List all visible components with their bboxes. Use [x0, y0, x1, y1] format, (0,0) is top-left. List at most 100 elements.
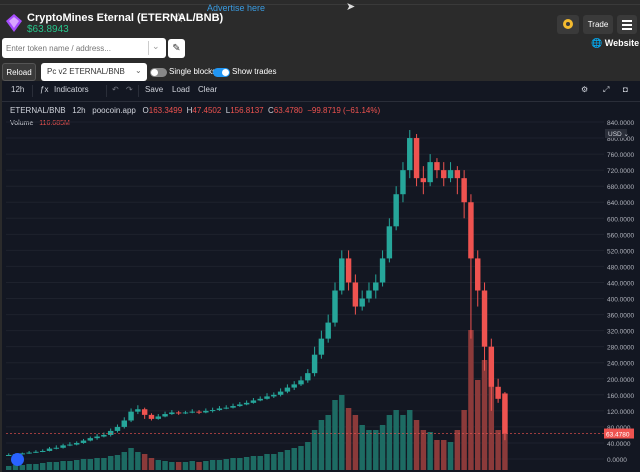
- clear-button[interactable]: Clear: [198, 85, 218, 94]
- candle-body: [114, 426, 121, 431]
- cryptomines-logo-icon: [6, 14, 22, 32]
- volume-bar: [53, 462, 60, 470]
- show-trades-label: Show trades: [232, 67, 277, 76]
- candle-body: [26, 452, 32, 454]
- volume-bar: [148, 458, 155, 470]
- volume-bar: [441, 440, 447, 470]
- volume-bar: [271, 454, 277, 470]
- candle-body: [284, 387, 291, 392]
- volume-bar: [488, 370, 495, 470]
- volume-bar: [420, 430, 427, 470]
- chart-container[interactable]: [2, 81, 640, 472]
- candle-body: [481, 290, 488, 347]
- advertise-link[interactable]: Advertise here: [207, 3, 266, 13]
- candle-body: [298, 380, 304, 385]
- y-tick-label: 240.0000: [607, 361, 634, 368]
- menu-button[interactable]: [617, 15, 637, 34]
- candle-body: [53, 447, 60, 449]
- redo-icon[interactable]: ↷: [126, 85, 133, 94]
- candle-body: [250, 400, 257, 403]
- candle-body: [107, 430, 114, 435]
- trade-button[interactable]: Trade: [583, 15, 613, 34]
- favorite-star-icon[interactable]: ☆: [173, 10, 185, 25]
- volume-bar: [209, 460, 216, 470]
- volume-bar: [73, 460, 80, 470]
- pair-select[interactable]: Pc v2 ETERNAL/BNB ⌄: [41, 63, 147, 81]
- volume-bar: [379, 425, 386, 470]
- candle-body: [393, 194, 399, 227]
- y-tick-label: 760.0000: [607, 152, 634, 159]
- volume-bar: [373, 430, 379, 470]
- candle-body: [87, 438, 94, 441]
- candle-body: [332, 290, 338, 323]
- chevron-down-icon[interactable]: ⌄: [152, 41, 160, 51]
- wallet-icon: [563, 19, 573, 29]
- volume-bar: [468, 330, 474, 470]
- token-search-input[interactable]: [6, 40, 142, 56]
- candle-body: [400, 170, 406, 195]
- load-button[interactable]: Load: [172, 85, 190, 94]
- indicators-icon[interactable]: ƒx: [40, 85, 49, 94]
- volume-bar: [250, 456, 257, 470]
- legend-low: 156.8137: [230, 106, 264, 115]
- volume-bar: [155, 460, 161, 470]
- y-tick-label: 280.0000: [607, 345, 634, 352]
- legend-open: 163.3499: [148, 106, 183, 115]
- volume-bar: [46, 462, 53, 470]
- save-button[interactable]: Save: [145, 85, 164, 94]
- volume-bar: [189, 461, 195, 470]
- candle-body: [427, 162, 433, 183]
- candle-body: [162, 414, 168, 417]
- candle-body: [257, 398, 263, 401]
- volume-bar: [257, 456, 263, 470]
- volume-bar: [101, 458, 107, 470]
- website-link[interactable]: 🌐 Website: [591, 38, 639, 49]
- mouse-cursor-icon: ➤: [346, 1, 356, 13]
- y-tick-label: 800.0000: [607, 136, 634, 143]
- camera-icon[interactable]: ◘: [623, 85, 628, 94]
- single-blocks-toggle[interactable]: [150, 68, 167, 77]
- volume-bar: [114, 455, 121, 470]
- volume-bar: [230, 458, 236, 470]
- candle-body: [441, 170, 447, 179]
- volume-bar: [461, 410, 467, 470]
- legend-open-label: O: [142, 106, 149, 115]
- wallet-button[interactable]: [557, 15, 579, 34]
- candle-body: [318, 338, 325, 355]
- volume-legend: Volume 116.685M: [10, 120, 70, 127]
- indicators-button[interactable]: Indicators: [54, 85, 89, 94]
- search-divider: [148, 41, 149, 55]
- single-blocks-label: Single blocks: [169, 67, 217, 76]
- volume-bar: [352, 415, 359, 470]
- volume-bar: [454, 430, 461, 470]
- edit-icon[interactable]: ✎: [168, 39, 185, 58]
- candle-body: [196, 411, 202, 413]
- volume-bar: [162, 461, 168, 470]
- candle-body: [60, 445, 66, 448]
- candle-body: [386, 226, 393, 259]
- volume-bar: [33, 464, 39, 470]
- undo-icon[interactable]: ↶: [112, 85, 119, 94]
- show-trades-toggle[interactable]: [213, 68, 230, 77]
- interval-button[interactable]: 12h: [11, 85, 25, 94]
- y-tick-label: 0.0000: [607, 457, 627, 464]
- unit-badge: [605, 129, 627, 138]
- volume-bar: [345, 408, 352, 470]
- token-search-box[interactable]: ⌄: [2, 38, 166, 58]
- settings-gear-icon[interactable]: ⚙: [581, 85, 589, 94]
- y-tick-label: 120.0000: [607, 409, 634, 416]
- legend-high: 47.4502: [192, 106, 222, 115]
- candle-body: [495, 386, 501, 399]
- volume-bar: [182, 462, 189, 470]
- volume-bar: [284, 450, 291, 470]
- candle-body: [345, 258, 352, 283]
- candle-body: [141, 409, 148, 415]
- volume-bar: [325, 415, 331, 470]
- candle-body: [291, 384, 297, 388]
- volume-bar: [243, 457, 250, 470]
- reload-button[interactable]: Reload: [2, 63, 36, 81]
- legend-interval: 12h: [72, 106, 86, 115]
- fullscreen-icon[interactable]: ⤢: [603, 85, 610, 94]
- volume-bar: [359, 425, 365, 470]
